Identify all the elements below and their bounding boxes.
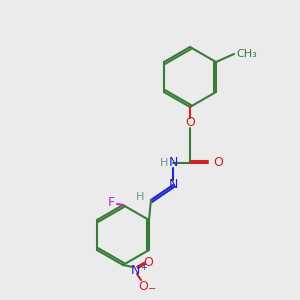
Text: O: O	[143, 256, 153, 268]
Text: O: O	[185, 116, 195, 130]
Text: F: F	[108, 196, 115, 209]
Text: −: −	[148, 284, 156, 294]
Text: H: H	[136, 192, 144, 202]
Text: CH₃: CH₃	[236, 49, 257, 59]
Text: H: H	[160, 158, 168, 168]
Text: O: O	[138, 280, 148, 293]
Text: +: +	[140, 262, 147, 272]
Text: N: N	[130, 263, 140, 277]
Text: N: N	[168, 157, 178, 169]
Text: N: N	[168, 178, 178, 191]
Text: O: O	[213, 157, 223, 169]
